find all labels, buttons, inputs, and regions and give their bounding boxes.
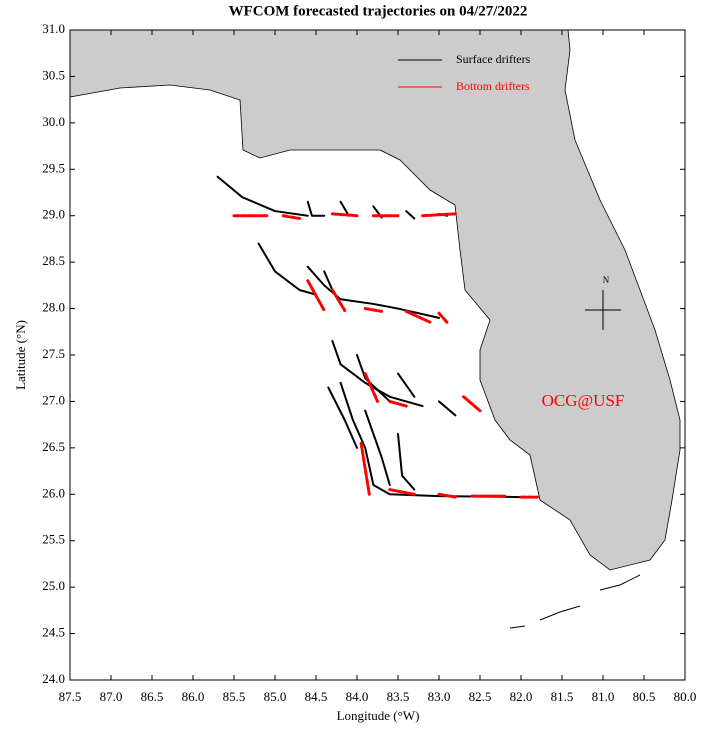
bottom-track bbox=[306, 279, 326, 312]
bottom-track bbox=[462, 395, 482, 413]
surface-track bbox=[306, 200, 326, 217]
y-tick-label: 26.0 bbox=[42, 485, 65, 500]
compass-label: N bbox=[603, 275, 610, 285]
x-tick-label: 85.5 bbox=[223, 689, 246, 704]
surface-track bbox=[331, 340, 424, 408]
bottom-track bbox=[437, 492, 457, 499]
bottom-track bbox=[437, 311, 449, 324]
keys bbox=[509, 574, 641, 629]
legend-label: Surface drifters bbox=[456, 52, 531, 66]
bottom-track bbox=[330, 212, 359, 218]
y-tick-label: 24.5 bbox=[42, 625, 65, 640]
surface-track bbox=[364, 409, 391, 486]
y-tick-label: 27.5 bbox=[42, 346, 65, 361]
x-tick-label: 83.0 bbox=[428, 689, 451, 704]
x-tick-label: 81.0 bbox=[592, 689, 615, 704]
x-tick-label: 82.5 bbox=[469, 689, 492, 704]
x-tick-label: 83.5 bbox=[387, 689, 410, 704]
x-tick-label: 80.5 bbox=[633, 689, 656, 704]
y-tick-label: 25.5 bbox=[42, 532, 65, 547]
x-tick-label: 87.0 bbox=[100, 689, 123, 704]
surface-track bbox=[323, 270, 334, 291]
surface-track bbox=[405, 210, 416, 220]
x-tick-label: 81.5 bbox=[551, 689, 574, 704]
florida-land bbox=[69, 29, 681, 571]
y-tick-label: 27.0 bbox=[42, 392, 65, 407]
y-tick-label: 28.5 bbox=[42, 253, 65, 268]
surface-track bbox=[216, 175, 309, 217]
surface-track bbox=[397, 372, 416, 398]
bottom-track bbox=[281, 214, 302, 220]
y-tick-label: 25.0 bbox=[42, 578, 65, 593]
bottom-track bbox=[388, 488, 416, 496]
compass bbox=[585, 290, 621, 330]
annotation: OCG@USF bbox=[542, 391, 625, 410]
y-tick-label: 29.5 bbox=[42, 160, 65, 175]
surface-track bbox=[339, 200, 350, 217]
y-axis-label: Latitude (°N) bbox=[13, 320, 28, 390]
x-tick-label: 85.0 bbox=[264, 689, 287, 704]
surface-track bbox=[438, 400, 457, 417]
x-tick-label: 87.5 bbox=[59, 689, 82, 704]
surface-track bbox=[356, 354, 391, 403]
y-tick-label: 26.5 bbox=[42, 439, 65, 454]
y-tick-label: 29.0 bbox=[42, 207, 65, 222]
x-tick-label: 80.0 bbox=[674, 689, 697, 704]
y-tick-label: 24.0 bbox=[42, 671, 65, 686]
legend-label: Bottom drifters bbox=[456, 79, 530, 93]
x-axis-label: Longitude (°W) bbox=[337, 708, 420, 723]
x-tick-label: 82.0 bbox=[510, 689, 533, 704]
y-tick-label: 30.0 bbox=[42, 114, 65, 129]
bottom-track bbox=[421, 212, 457, 218]
y-tick-label: 30.5 bbox=[42, 67, 65, 82]
bottom-track bbox=[330, 288, 347, 312]
surface-track bbox=[327, 386, 358, 449]
tracks bbox=[216, 175, 539, 499]
bottom-track bbox=[388, 399, 408, 408]
x-tick-label: 84.5 bbox=[305, 689, 328, 704]
y-tick-label: 28.0 bbox=[42, 300, 65, 315]
chart-title: WFCOM forecasted trajectories on 04/27/2… bbox=[229, 3, 528, 19]
bottom-track bbox=[363, 372, 379, 403]
surface-track bbox=[257, 242, 317, 296]
bottom-track bbox=[363, 307, 384, 313]
surface-track bbox=[397, 432, 416, 491]
x-tick-label: 86.0 bbox=[182, 689, 205, 704]
surface-track bbox=[306, 265, 440, 319]
surface-track bbox=[339, 381, 522, 499]
bottom-track bbox=[359, 441, 371, 496]
x-tick-label: 84.0 bbox=[346, 689, 369, 704]
bottom-track bbox=[404, 309, 433, 324]
y-tick-label: 31.0 bbox=[42, 21, 65, 36]
x-tick-label: 86.5 bbox=[141, 689, 164, 704]
